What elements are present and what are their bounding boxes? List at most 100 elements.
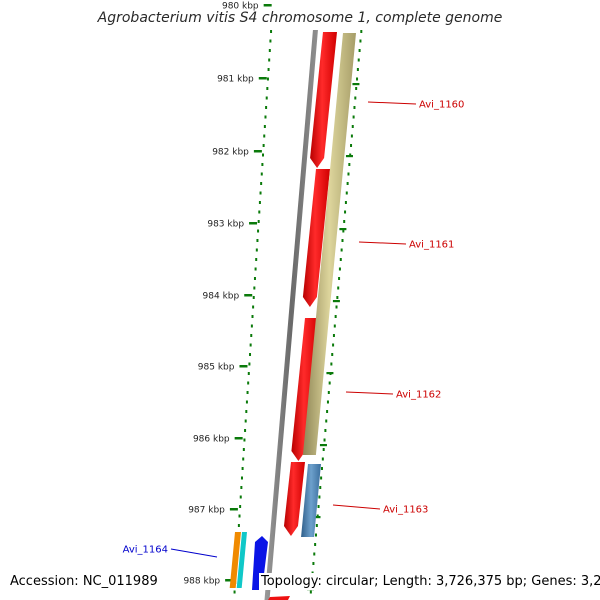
ruler-dot xyxy=(239,505,242,508)
ruler-tick-label: 981 kbp xyxy=(217,75,254,85)
ruler-tick-label: 985 kbp xyxy=(198,363,235,373)
ruler-tick-label: 982 kbp xyxy=(212,148,249,158)
guide-dot xyxy=(339,258,342,261)
ruler-dot xyxy=(252,305,255,309)
guide-dot xyxy=(323,438,326,442)
guide-dot xyxy=(340,248,343,252)
ruler-dot xyxy=(262,153,265,157)
guide-dot xyxy=(318,495,321,499)
ruler-tick-label: 988 kbp xyxy=(183,577,220,587)
ruler-dot xyxy=(243,438,246,442)
guide-tick xyxy=(332,300,340,303)
guide-tick xyxy=(339,228,347,231)
guide-dot xyxy=(345,191,348,195)
gene-label-avi-1164[interactable]: Avi_1164 xyxy=(123,545,168,556)
ruler-dot xyxy=(258,210,261,214)
gene-label-avi-1162[interactable]: Avi_1162 xyxy=(396,390,441,401)
gene-label-avi-1161[interactable]: Avi_1161 xyxy=(409,240,454,251)
ruler-dot xyxy=(260,172,263,176)
gene-leader-line xyxy=(332,504,381,510)
guide-dot xyxy=(324,429,327,432)
guide-dot xyxy=(332,334,335,337)
guide-dot xyxy=(315,524,318,527)
gene-label-avi-1163[interactable]: Avi_1163 xyxy=(383,505,428,516)
guide-dot xyxy=(332,343,335,347)
guide-tick xyxy=(319,444,327,447)
guide-dot xyxy=(333,324,336,328)
cds-arrow-avi-1160[interactable] xyxy=(310,32,337,168)
ruler-dot xyxy=(252,296,255,299)
ruler-dot xyxy=(268,49,271,52)
ruler-dot xyxy=(268,58,271,62)
ruler-dot xyxy=(242,457,245,461)
feature-avi-1163[interactable] xyxy=(301,464,321,537)
ruler-major-tick xyxy=(249,222,258,225)
ruler-dot xyxy=(254,267,257,271)
feature-avi-1164-blue[interactable] xyxy=(252,536,268,590)
guide-dot xyxy=(320,467,323,470)
guide-dot xyxy=(352,115,355,119)
ruler-dot xyxy=(247,372,250,375)
ruler-dot xyxy=(260,182,263,185)
gene-leader-line xyxy=(170,548,218,558)
ruler-dot xyxy=(247,381,250,385)
gene-leader-line xyxy=(358,241,407,245)
ruler-major-tick xyxy=(229,508,238,511)
ruler-dot xyxy=(257,220,260,223)
ruler-major-tick xyxy=(258,77,267,80)
guide-dot xyxy=(319,486,322,489)
guide-dot xyxy=(350,134,353,138)
guide-dot xyxy=(317,505,320,508)
ruler-major-tick xyxy=(239,365,248,368)
guide-dot xyxy=(337,286,340,290)
guide-dot xyxy=(325,419,328,423)
ruler-dot xyxy=(240,486,243,489)
guide-dot xyxy=(334,315,337,318)
feature-avi-1160-1162[interactable] xyxy=(302,33,356,455)
ruler-dot xyxy=(238,514,241,518)
guide-dot xyxy=(353,106,356,109)
feature-avi-1164-orange[interactable] xyxy=(229,532,241,588)
guide-dot xyxy=(331,353,334,356)
guide-tick xyxy=(326,372,334,375)
guide-dot xyxy=(342,229,345,233)
ruler-dot xyxy=(265,106,268,109)
guide-dot xyxy=(343,220,346,223)
ruler-dot xyxy=(241,467,244,470)
ruler-dot xyxy=(264,115,267,119)
guide-dot xyxy=(312,562,315,565)
ruler-tick-label: 984 kbp xyxy=(203,292,240,302)
ruler-dot xyxy=(253,286,256,290)
guide-dot xyxy=(322,448,325,451)
cds-arrow-avi-1163[interactable] xyxy=(283,462,305,536)
ruler-dot xyxy=(244,419,247,423)
guide-tick xyxy=(352,83,360,86)
guide-dot xyxy=(356,68,359,71)
ruler-dot xyxy=(244,429,247,432)
guide-dot xyxy=(338,277,341,280)
ruler-dot xyxy=(250,334,253,337)
ruler-dot xyxy=(240,476,243,480)
ruler-dot xyxy=(249,353,252,356)
guide-dot xyxy=(346,182,349,185)
guide-dot xyxy=(327,391,330,394)
cds-arrow-avi-1162[interactable] xyxy=(291,318,319,461)
gene-label-avi-1160[interactable]: Avi_1160 xyxy=(419,100,464,111)
guide-dot xyxy=(350,144,353,147)
guide-dot xyxy=(351,125,354,128)
guide-dot xyxy=(328,381,331,385)
feature-avi-1164-cyan[interactable] xyxy=(236,532,247,588)
genome-backbone xyxy=(264,30,318,600)
ruler-major-tick xyxy=(234,437,243,440)
ruler-tick-label: 987 kbp xyxy=(188,506,225,516)
cds-arrow-avi-1161[interactable] xyxy=(302,169,330,307)
guide-dot xyxy=(314,543,317,546)
guide-dot xyxy=(354,96,357,100)
ruler-dot xyxy=(245,410,248,413)
ruler-dot xyxy=(269,39,272,43)
ruler-dot xyxy=(263,134,266,138)
gene-leader-line xyxy=(345,391,394,395)
ruler-dot xyxy=(256,239,259,242)
